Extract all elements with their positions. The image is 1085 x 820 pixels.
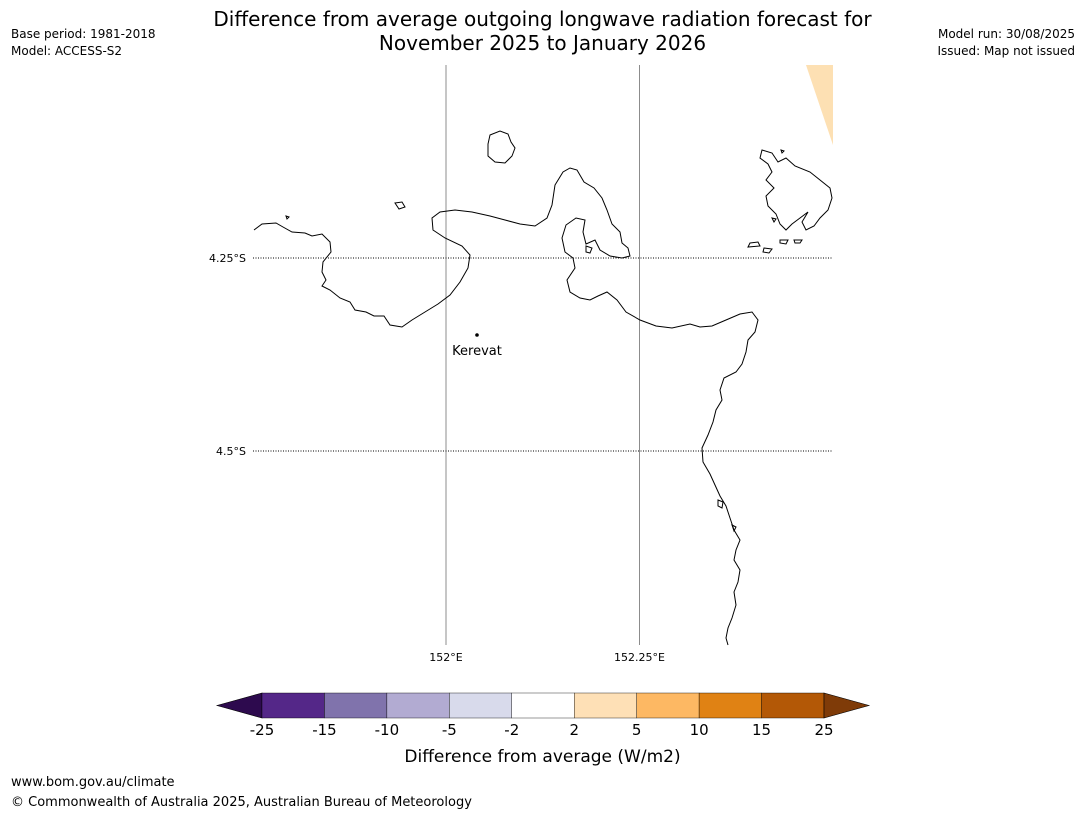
colorbar-segment — [698, 692, 762, 719]
colorbar-tick-label: 15 — [752, 721, 771, 739]
map-title: Difference from average outgoing longwav… — [0, 7, 1085, 55]
footer-url: www.bom.gov.au/climate — [11, 775, 175, 790]
colorbar-tick-label: -5 — [442, 721, 457, 739]
colorbar-tick-label: 10 — [690, 721, 709, 739]
colorbar-segment — [636, 692, 700, 719]
colorbar-segment — [761, 692, 825, 719]
islet-d — [717, 499, 724, 509]
kerevat-label: Kerevat — [452, 344, 502, 359]
metadata-right: Model run: 30/08/2025 Issued: Map not is… — [937, 26, 1075, 60]
colorbar-segment — [386, 692, 450, 719]
colorbar-segment — [449, 692, 512, 719]
shaded-region — [806, 65, 833, 145]
colorbar-tick-label: -10 — [375, 721, 400, 739]
colorbar-tick-label: 25 — [814, 721, 833, 739]
colorbar-extend-low — [215, 692, 263, 719]
title-line-2: November 2025 to January 2026 — [378, 31, 707, 55]
colorbar-legend: -25 -15 -10 -5 -2 2 5 10 15 25 — [215, 692, 871, 739]
colorbar-tick-label: 5 — [632, 721, 642, 739]
islet-j — [771, 217, 777, 223]
island-north — [487, 130, 516, 164]
islet-g — [762, 247, 773, 254]
footer-copyright: © Commonwealth of Australia 2025, Austra… — [11, 795, 472, 810]
lon-label-152: 152°E — [429, 651, 462, 664]
islet-i — [793, 239, 803, 244]
colorbar-label: Difference from average (W/m2) — [404, 747, 680, 767]
base-period-text: Base period: 1981-2018 — [11, 27, 156, 41]
colorbar-segment — [324, 692, 388, 719]
islet-a — [394, 201, 406, 210]
colorbar-segment — [511, 692, 575, 719]
colorbar-tick-label: -15 — [312, 721, 337, 739]
islet-b — [285, 215, 290, 220]
lon-label-152-25: 152.25°E — [614, 651, 665, 664]
kerevat-marker — [475, 333, 479, 337]
islet-f — [747, 241, 761, 248]
metadata-left: Base period: 1981-2018 Model: ACCESS-S2 — [11, 26, 156, 60]
model-run-text: Model run: 30/08/2025 — [937, 27, 1075, 41]
lat-label-4-25: 4.25°S — [209, 252, 246, 265]
title-line-1: Difference from average outgoing longwav… — [213, 7, 872, 31]
colorbar-tick-label: 2 — [569, 721, 579, 739]
coastline — [253, 130, 833, 646]
colorbar-segment — [574, 692, 637, 719]
coastline-main — [253, 167, 759, 646]
colorbar-extend-high — [823, 692, 871, 719]
islet-c — [585, 245, 593, 254]
colorbar-segment — [261, 692, 325, 719]
islet-e — [731, 524, 737, 533]
colorbar-tick-label: -25 — [250, 721, 275, 739]
islet-k — [780, 149, 785, 154]
issued-text: Issued: Map not issued — [937, 44, 1075, 58]
model-text: Model: ACCESS-S2 — [11, 44, 123, 58]
colorbar-tick-label: -2 — [504, 721, 519, 739]
lat-label-4-5: 4.5°S — [216, 445, 246, 458]
islet-h — [779, 239, 789, 245]
duke-of-york-island — [759, 149, 833, 231]
